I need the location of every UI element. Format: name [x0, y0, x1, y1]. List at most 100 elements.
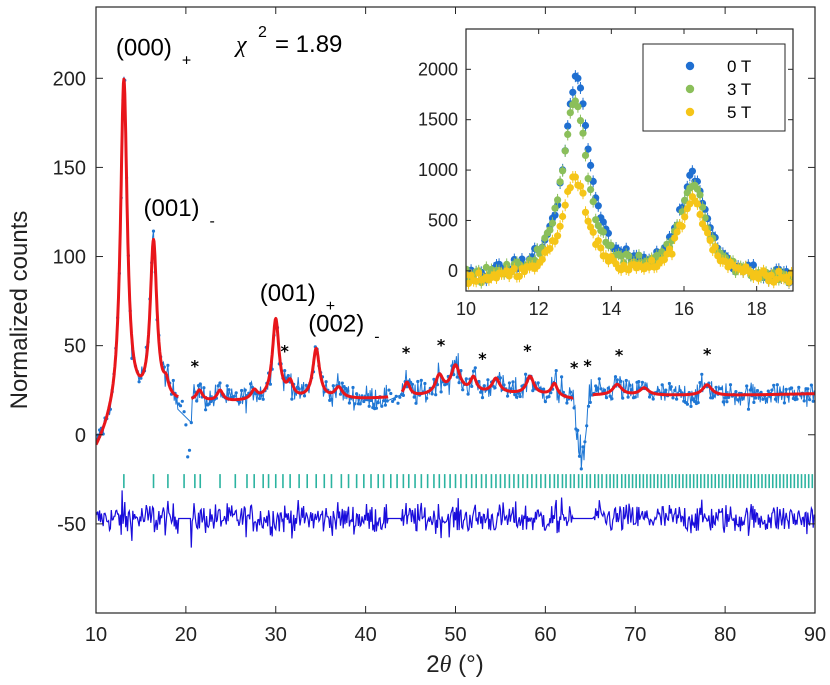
observed-point — [626, 395, 630, 399]
x-axis-label: 2θ (°) — [426, 651, 483, 678]
impurity-star: * — [437, 336, 446, 355]
observed-point — [748, 388, 752, 392]
observed-point — [542, 387, 546, 391]
impurity-star: * — [615, 345, 624, 364]
inset-point — [775, 267, 783, 276]
inset-point — [660, 256, 669, 264]
inset-point — [515, 272, 524, 280]
chi-value: = 1.89 — [275, 31, 342, 58]
observed-point — [561, 390, 566, 394]
inset-point — [584, 145, 592, 153]
observed-point — [700, 372, 704, 376]
observed-point — [784, 387, 788, 391]
inset-point — [693, 185, 702, 193]
observed-point — [389, 391, 393, 396]
inset-point — [673, 228, 681, 236]
observed-point — [482, 384, 486, 388]
observed-point — [741, 396, 745, 400]
observed-point — [171, 378, 175, 383]
observed-point — [204, 408, 208, 412]
observed-point — [329, 397, 334, 402]
observed-point — [268, 382, 272, 386]
observed-point — [234, 391, 238, 395]
observed-point — [498, 376, 502, 380]
impurity-star: * — [570, 358, 579, 377]
legend-marker — [685, 61, 695, 71]
inset-y-tick-label: 1500 — [418, 110, 458, 130]
observed-point — [457, 381, 461, 385]
observed-point — [471, 369, 476, 373]
observed-point — [297, 387, 301, 391]
inset-point — [681, 213, 689, 221]
observed-point — [344, 386, 348, 391]
observed-point — [178, 404, 183, 408]
peak-label-sign: - — [210, 213, 215, 230]
inset-point — [581, 208, 590, 216]
y-tick-label: 0 — [75, 425, 86, 447]
observed-point — [572, 406, 576, 410]
observed-point — [811, 399, 815, 403]
inset-point — [592, 216, 600, 224]
x-tick-label: 50 — [444, 624, 466, 646]
x-axis-label-unit: (°) — [451, 651, 483, 678]
inset-point — [668, 250, 676, 258]
observed-point — [806, 387, 810, 391]
observed-point — [506, 394, 510, 398]
y-tick-label: 150 — [53, 157, 86, 179]
observed-point — [736, 398, 740, 402]
observed-point — [775, 383, 779, 387]
chi-power: 2 — [258, 24, 267, 41]
inset-point — [551, 211, 559, 219]
legend-label: 5 T — [727, 103, 751, 122]
chi-squared-annotation: χ 2 = 1.89 — [234, 24, 342, 58]
inset-point — [538, 255, 546, 264]
x-tick-label: 90 — [804, 624, 826, 646]
observed-point — [696, 401, 700, 405]
observed-point — [619, 379, 623, 383]
observed-point — [809, 383, 814, 387]
observed-point — [232, 394, 236, 398]
observed-point — [355, 392, 359, 396]
peak-label-sign: - — [374, 328, 379, 345]
observed-point — [258, 396, 262, 401]
observed-point — [518, 394, 522, 399]
observed-point — [189, 421, 193, 425]
observed-point — [678, 389, 682, 393]
observed-point — [576, 428, 580, 432]
peak-label-sign: + — [326, 298, 335, 315]
inset-point — [706, 236, 714, 244]
observed-point — [353, 402, 357, 406]
observed-point — [581, 445, 585, 449]
observed-point — [515, 395, 519, 399]
observed-point — [207, 402, 211, 406]
inset-point — [554, 232, 562, 240]
observed-point — [808, 398, 812, 402]
observed-point — [543, 400, 548, 404]
observed-point — [166, 363, 170, 367]
difference-curve — [96, 490, 815, 548]
inset-x-tick-label: 12 — [529, 299, 549, 319]
observed-point — [754, 396, 758, 400]
observed-point — [439, 390, 443, 394]
x-tick-label: 70 — [624, 624, 646, 646]
inset-point — [571, 97, 580, 105]
peak-label-index: (001) — [260, 280, 316, 307]
inset-point — [548, 219, 557, 227]
inset-point — [688, 167, 697, 175]
observed-point — [608, 394, 612, 398]
observed-point — [536, 381, 540, 385]
observed-point — [180, 399, 184, 403]
inset-point — [584, 217, 592, 225]
inset-point — [574, 103, 582, 111]
observed-point — [347, 401, 351, 405]
observed-point — [394, 394, 398, 398]
observed-point — [585, 424, 589, 428]
observed-point — [324, 380, 328, 384]
observed-point — [225, 384, 229, 388]
peak-annotations: (000) +(001) -(001) +(002) - — [116, 35, 380, 346]
observed-point — [139, 376, 143, 380]
calculated-curve — [96, 77, 815, 446]
inset-point — [581, 151, 590, 159]
observed-point — [331, 384, 335, 388]
